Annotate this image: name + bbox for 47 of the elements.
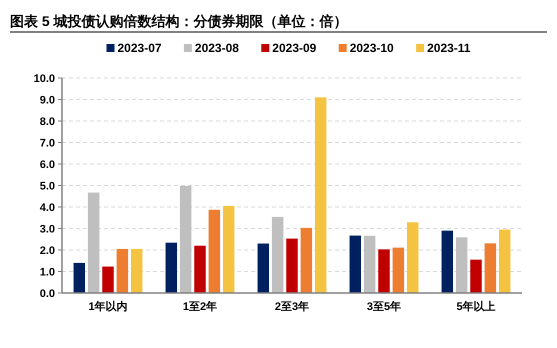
y-tick-label: 2.0: [40, 245, 55, 257]
x-tick-label: 2至3年: [274, 300, 310, 313]
x-tick-label: 5年以上: [456, 300, 496, 313]
bar: [166, 242, 178, 293]
x-tick-label: 3至5年: [366, 300, 402, 313]
bar: [180, 186, 192, 293]
bar: [498, 230, 510, 293]
legend-label: 2023-09: [272, 41, 317, 55]
legend-label: 2023-08: [194, 41, 240, 55]
y-tick-label: 4.0: [40, 202, 55, 214]
bar: [130, 248, 142, 293]
bar: [378, 249, 390, 293]
bar: [222, 206, 234, 293]
bar: [456, 237, 468, 293]
y-tick-label: 6.0: [40, 159, 55, 171]
bar: [314, 97, 326, 293]
y-tick-label: 10.0: [34, 73, 55, 85]
bar: [74, 262, 86, 293]
bar: [350, 236, 362, 293]
y-tick-label: 5.0: [40, 180, 55, 192]
bar: [116, 248, 128, 293]
bar: [208, 210, 220, 293]
bar: [392, 248, 404, 293]
x-tick-label: 1年以内: [88, 300, 128, 313]
bar: [272, 216, 284, 293]
y-tick-label: 3.0: [40, 224, 55, 236]
bar: [88, 192, 100, 293]
chart-title: 图表 5 城投债认购倍数结构：分债券期限（单位：倍）: [10, 13, 348, 29]
bar: [102, 266, 114, 293]
bar: [300, 228, 312, 293]
legend-label: 2023-11: [427, 41, 471, 55]
y-tick-label: 8.0: [40, 116, 55, 128]
bar: [470, 260, 482, 293]
bar: [484, 243, 496, 293]
bar: [406, 222, 418, 293]
y-tick-label: 7.0: [40, 138, 55, 150]
y-tick-label: 0.0: [40, 288, 55, 300]
bar: [442, 230, 454, 293]
y-tick-label: 1.0: [40, 266, 55, 278]
bar: [194, 246, 206, 293]
bar: [286, 238, 298, 293]
y-tick-label: 9.0: [40, 94, 55, 106]
x-tick-label: 1至2年: [182, 300, 218, 313]
legend-label: 2023-10: [350, 41, 394, 55]
bar: [364, 236, 376, 293]
bar: [258, 244, 270, 293]
legend-label: 2023-07: [118, 41, 162, 55]
